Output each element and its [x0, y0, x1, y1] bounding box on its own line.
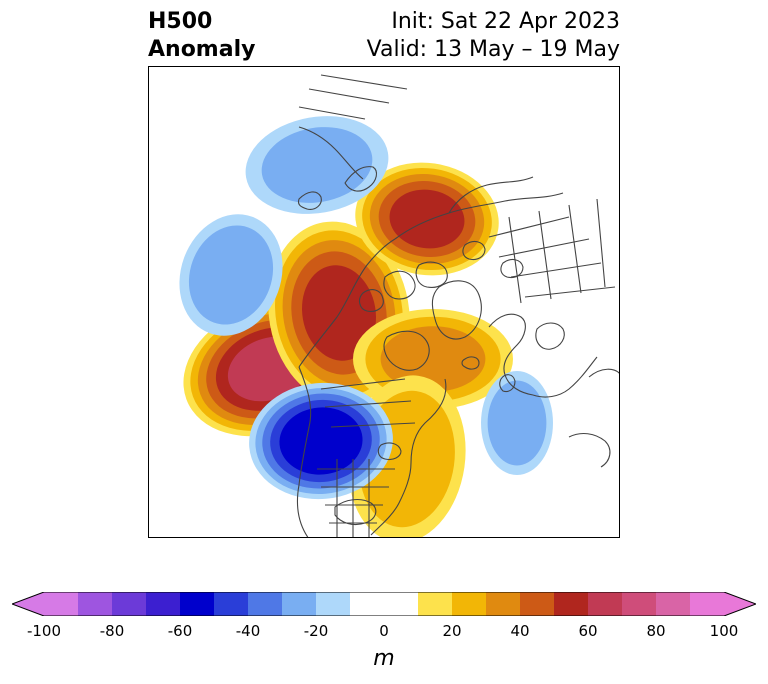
title-left: H500 Anomaly	[148, 8, 255, 64]
coastline	[320, 378, 416, 428]
coastline	[334, 498, 377, 526]
coastline	[297, 191, 322, 210]
colorbar-bin	[554, 592, 589, 616]
colorbar-bin	[486, 592, 521, 616]
anomaly-contour-fill	[487, 380, 547, 466]
anomaly-center	[245, 116, 389, 214]
colorbar-bin	[350, 592, 385, 616]
title-right: Init: Sat 22 Apr 2023 Valid: 13 May – 19…	[367, 8, 620, 64]
coastline	[344, 166, 378, 192]
colorbar-bin	[690, 592, 725, 616]
anomaly-center	[355, 162, 499, 276]
colorbar-tick-label: -20	[303, 622, 329, 640]
colorbar-bin	[452, 592, 487, 616]
anomaly-contour-fill	[261, 127, 373, 203]
colorbar-bin	[112, 592, 147, 616]
coastline	[461, 356, 480, 370]
coastline	[462, 240, 486, 261]
colorbar-bin	[78, 592, 113, 616]
coastline	[383, 330, 430, 371]
anomaly-contour-fill	[389, 189, 465, 249]
coastline	[298, 126, 364, 180]
colorbar-tick-label: -80	[99, 622, 125, 640]
colorbar-tick-label: 40	[510, 622, 530, 640]
colorbar-bin	[418, 592, 453, 616]
coastline	[296, 366, 312, 537]
colorbar	[12, 592, 756, 616]
coastline	[499, 374, 516, 393]
colorbar-unit-label: m	[373, 646, 395, 671]
coastline	[370, 378, 447, 536]
title-variable: H500	[148, 9, 213, 34]
coastline	[568, 432, 611, 468]
coastline	[394, 192, 564, 240]
colorbar-bin	[316, 592, 351, 616]
coastline	[298, 238, 396, 368]
anomaly-center	[249, 382, 393, 500]
coastline	[488, 313, 534, 396]
colorbar-tick-label: -60	[167, 622, 193, 640]
colorbar-bin	[588, 592, 623, 616]
valid-range: Valid: 13 May – 19 May	[366, 37, 620, 62]
coastline	[488, 216, 616, 298]
coastlines-layer	[296, 74, 619, 537]
colorbar-tick-label: -100	[26, 622, 62, 640]
coastline	[415, 261, 448, 288]
colorbar-tick-labels: -100 -80 -60 -40 -20 0 20 40 60 80 100	[0, 622, 768, 646]
coastline	[377, 442, 402, 461]
anomaly-contour-fill	[188, 225, 274, 325]
anomaly-contour-fill	[279, 407, 363, 475]
anomaly-center	[179, 214, 283, 336]
coastline	[500, 258, 524, 279]
colorbar-bin	[44, 592, 79, 616]
colorbar-tick-label: 80	[646, 622, 666, 640]
colorbar-under-triangle	[12, 592, 44, 616]
anomaly-map	[179, 74, 619, 537]
colorbar-bin	[520, 592, 555, 616]
colorbar-tick-label: 60	[578, 622, 598, 640]
colorbar-bin	[180, 592, 215, 616]
colorbar-bin	[622, 592, 657, 616]
colorbar-tick-label: 20	[442, 622, 462, 640]
coastline	[532, 356, 598, 398]
colorbar-bin	[656, 592, 691, 616]
anomaly-center	[481, 371, 553, 475]
coastline	[508, 198, 606, 304]
colorbar-tick-label: 0	[379, 622, 389, 640]
colorbar-tick-label: -40	[235, 622, 261, 640]
anomaly-contour-fill	[380, 326, 486, 392]
colorbar-bin	[282, 592, 317, 616]
init-time: Init: Sat 22 Apr 2023	[391, 9, 620, 34]
colorbar-bin	[214, 592, 249, 616]
coastline	[336, 459, 370, 537]
colorbar-bin	[384, 592, 419, 616]
colorbar-bin	[248, 592, 283, 616]
colorbar-bin	[146, 592, 181, 616]
map-panel	[148, 66, 620, 538]
coastline	[588, 368, 619, 378]
coastline	[535, 322, 565, 350]
coastline	[298, 74, 408, 120]
coastline	[448, 176, 534, 214]
colorbar-tick-label: 100	[709, 622, 739, 640]
colorbar-over-triangle	[724, 592, 756, 616]
coastline	[431, 280, 482, 340]
coastline	[317, 468, 395, 524]
title-field: Anomaly	[148, 37, 256, 62]
coastline	[383, 270, 416, 300]
coastline	[358, 289, 384, 312]
